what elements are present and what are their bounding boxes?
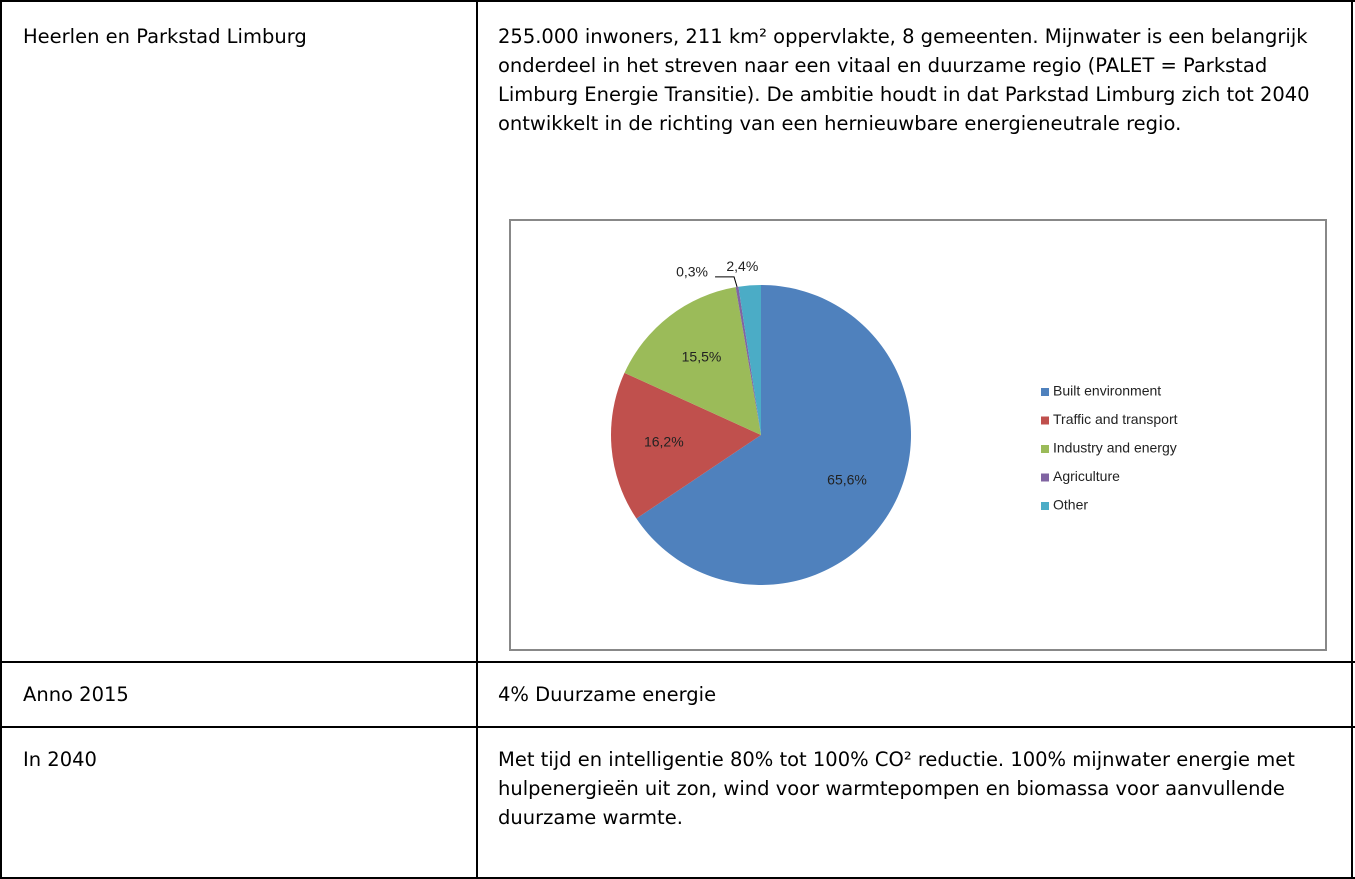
data-label: 16,2%	[644, 434, 684, 450]
table-border	[0, 0, 1355, 2]
table-border	[476, 0, 478, 879]
table-border	[0, 661, 1355, 663]
table-cell: 4% Duurzame energie	[498, 680, 1338, 709]
legend-label: Traffic and transport	[1053, 411, 1178, 427]
legend-swatch	[1041, 388, 1049, 396]
table-cell: 255.000 inwoners, 211 km² oppervlakte, 8…	[498, 22, 1338, 138]
legend-label: Agriculture	[1053, 468, 1120, 484]
legend-swatch	[1041, 502, 1049, 510]
table-border	[0, 726, 1355, 728]
data-label: 0,3%	[676, 264, 708, 280]
data-label: 15,5%	[682, 348, 722, 364]
table-border	[1351, 0, 1353, 879]
table-cell: In 2040	[23, 745, 463, 774]
data-label: 65,6%	[827, 472, 867, 488]
page: Heerlen en Parkstad Limburg 255.000 inwo…	[0, 0, 1355, 879]
data-label: 2,4%	[726, 258, 758, 274]
table-cell: Heerlen en Parkstad Limburg	[23, 22, 463, 51]
table-cell: Met tijd en intelligentie 80% tot 100% C…	[498, 745, 1338, 832]
table-cell: Anno 2015	[23, 680, 463, 709]
chart: 65,6% 16,2% 15,5% 0,3% 2,4% Built environment…	[509, 219, 1327, 651]
legend-label: Other	[1053, 497, 1088, 513]
legend-swatch	[1041, 474, 1049, 482]
table-border	[0, 0, 2, 879]
legend-swatch	[1041, 417, 1049, 425]
legend-swatch	[1041, 445, 1049, 453]
legend-label: Industry and energy	[1053, 440, 1177, 456]
legend-label: Built environment	[1053, 383, 1161, 399]
